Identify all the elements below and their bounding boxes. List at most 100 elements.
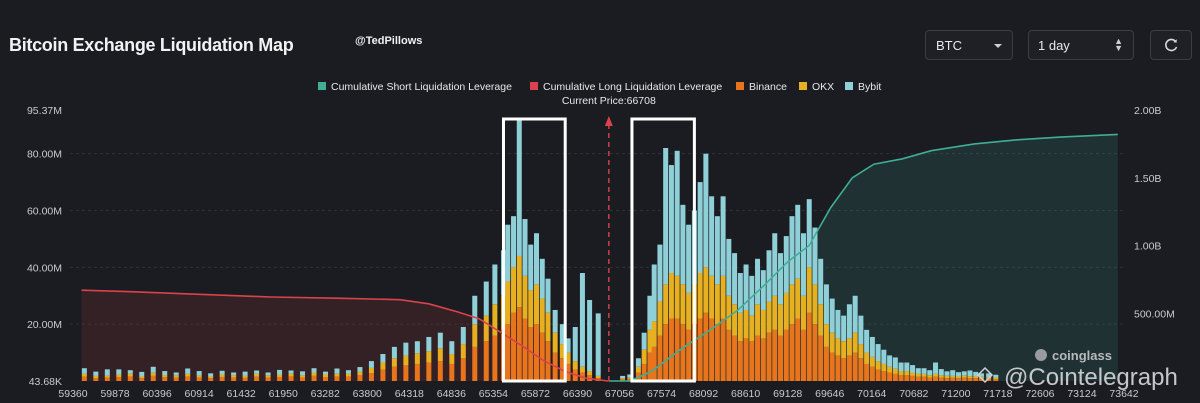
okx-bar (973, 376, 979, 379)
okx-bar (933, 373, 939, 377)
bybit-bar (528, 244, 534, 291)
bybit-bar (437, 332, 443, 349)
okx-bar (196, 375, 202, 378)
bybit-bar (93, 371, 99, 376)
binance-bar (910, 375, 916, 381)
bybit-bar (818, 258, 824, 305)
binance-bar (778, 335, 784, 381)
bybit-bar (516, 119, 522, 256)
bybit-bar (686, 224, 692, 293)
binance-bar (823, 346, 829, 381)
chart-legend: Cumulative Short Liquidation Leverage Cum… (318, 81, 881, 93)
bybit-bar (892, 357, 898, 369)
bybit-bar (545, 278, 551, 313)
x-tick-label: 65872 (521, 388, 550, 400)
bybit-bar (472, 295, 478, 325)
okx-bar (522, 275, 528, 319)
binance-bar (668, 318, 674, 381)
okx-bar (927, 375, 933, 378)
okx-bar (800, 295, 806, 330)
bybit-bar (357, 367, 363, 372)
okx-bar (587, 371, 593, 376)
bybit-bar (311, 368, 317, 373)
okx-bar (334, 373, 340, 377)
cointelegraph-watermark: @Cointelegraph (1004, 364, 1178, 391)
cointelegraph-logo-icon (976, 366, 994, 384)
x-tick-label: 68610 (731, 388, 760, 400)
bybit-bar (322, 371, 328, 375)
okx-bar (755, 304, 761, 336)
highlight-boxes (501, 117, 696, 383)
binance-bar (703, 312, 709, 381)
binance-bar (104, 377, 110, 381)
x-tick-label: 73124 (1067, 388, 1096, 400)
binance-bar (641, 363, 647, 381)
x-tick-label: 65354 (479, 388, 508, 400)
bybit-bar (766, 250, 772, 302)
okx-bar (380, 362, 386, 370)
binance-bar (709, 318, 715, 381)
okx-bar (910, 372, 916, 376)
binance-bar (720, 318, 726, 381)
binance-bar (967, 378, 973, 381)
okx-bar (869, 356, 875, 367)
bybit-bar (345, 370, 351, 374)
y-right-tick-label: 500.00M (1134, 308, 1175, 320)
symbol-select[interactable]: BTC (925, 30, 1013, 60)
okx-bar (657, 301, 663, 336)
binance-bar (789, 324, 795, 381)
bybit-bar (993, 374, 999, 378)
range-select[interactable]: 1 day ▲ ▼ (1028, 30, 1134, 60)
binance-bar (680, 324, 686, 381)
bybit-bar (539, 258, 545, 299)
y-right-tick-label: 1.00B (1134, 241, 1161, 253)
bybit-bar (505, 224, 511, 282)
x-tick-label: 70164 (857, 388, 886, 400)
binance-bar (714, 324, 720, 381)
okx-bar (823, 324, 829, 347)
bybit-bar (749, 275, 755, 316)
refresh-button[interactable] (1150, 30, 1192, 60)
binance-bar (522, 318, 528, 381)
bybit-bar (231, 372, 237, 376)
binance-bar (254, 376, 260, 381)
okx-bar (846, 338, 852, 356)
binance-bar (357, 375, 363, 381)
bybit-bar (726, 238, 732, 296)
legend-swatch (845, 82, 853, 90)
binance-bar (864, 363, 870, 381)
x-tick-label: 67056 (605, 388, 634, 400)
okx-bar (357, 371, 363, 376)
okx-bar (967, 376, 973, 379)
bybit-bar (150, 366, 156, 373)
bybit-bar (703, 153, 709, 268)
okx-bar (620, 378, 626, 380)
okx-bar (627, 377, 633, 379)
okx-bar (414, 353, 420, 364)
bybit-bar (162, 371, 168, 376)
binance-bar (139, 378, 145, 381)
okx-bar (864, 352, 870, 364)
y-left-tick-label: 20.00M (27, 319, 62, 331)
bybit-bar (795, 204, 801, 279)
bybit-bar (778, 253, 784, 305)
bybit-bar (288, 370, 294, 374)
binance-bar (743, 338, 749, 381)
x-tick-label: 63800 (353, 388, 382, 400)
bybit-bar (967, 370, 973, 377)
bybit-bar (391, 346, 397, 359)
y-right-tick-label: 1.50B (1134, 173, 1161, 185)
bybit-bar (641, 332, 647, 350)
bybit-bar (852, 295, 858, 333)
okx-bar (539, 298, 545, 333)
okx-bar (528, 290, 534, 328)
binance-bar (841, 358, 847, 381)
bybit-bar (829, 298, 835, 333)
okx-bar (104, 375, 110, 378)
binance-bar (449, 363, 455, 381)
okx-bar (743, 309, 749, 339)
okx-bar (875, 361, 881, 370)
binance-bar (288, 376, 294, 381)
bybit-bar (875, 344, 881, 362)
bybit-bar (806, 199, 812, 268)
